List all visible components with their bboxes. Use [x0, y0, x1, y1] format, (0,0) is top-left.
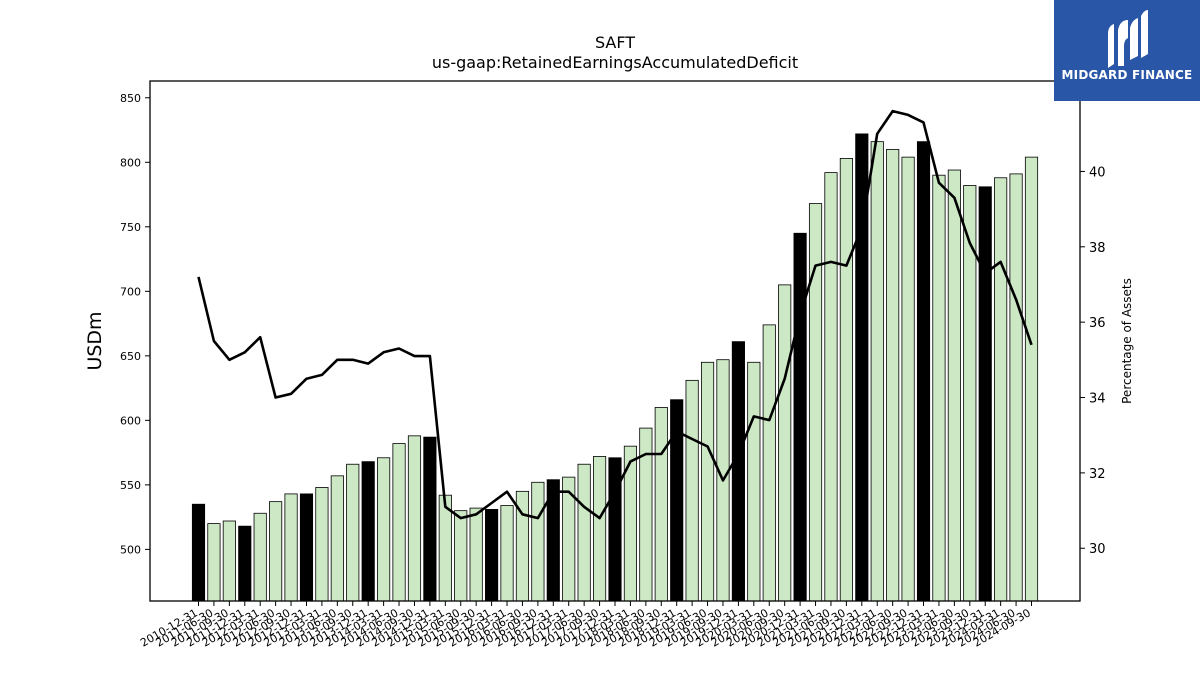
bar-2017-12-31	[608, 457, 622, 602]
bar-2023-03-31	[932, 174, 946, 602]
y-tick-label-800: 800	[120, 156, 141, 169]
bar-2019-12-31	[731, 341, 745, 602]
bar-2024-03-31	[994, 177, 1008, 602]
y2-tick-label-32: 32	[1089, 467, 1106, 482]
bar-2012-06-30	[269, 501, 283, 602]
y-tick-label-850: 850	[120, 92, 141, 105]
bar-2017-06-30	[577, 463, 591, 602]
bar-2013-12-31	[361, 461, 375, 602]
bar-2020-12-31	[793, 232, 807, 602]
bar-2012-09-30	[284, 493, 298, 602]
y-tick-label-550: 550	[120, 479, 141, 492]
y-tick-label-750: 750	[120, 221, 141, 234]
left-axis: 500 550 600 650 700 750 800 850	[120, 92, 150, 556]
y-tick-label-600: 600	[120, 414, 141, 427]
bar-2010-12-31	[191, 503, 206, 602]
bar-2023-06-30	[947, 169, 961, 602]
bar-2011-09-30	[222, 520, 236, 602]
bar-2019-06-30	[700, 361, 715, 602]
bar-2015-12-31	[485, 508, 499, 602]
percentage-line	[197, 109, 1033, 520]
right-axis: 30 32 34 36 38 40	[1080, 165, 1106, 557]
x-axis: 2010-12-312011-06-302011-09-302011-12-31…	[138, 601, 1033, 650]
bar-2021-06-30	[824, 172, 838, 602]
bar-2016-03-31	[500, 505, 514, 602]
bar-2011-06-30	[207, 523, 221, 602]
bar-2024-09-30	[1024, 156, 1039, 602]
bar-2024-06-30	[1009, 173, 1023, 602]
y-tick-label-500: 500	[120, 543, 141, 556]
chart-title: SAFT	[594, 33, 636, 52]
midgard-logo-icon	[1108, 10, 1148, 68]
bars-layer	[191, 133, 1039, 602]
bar-2022-12-31	[916, 141, 931, 602]
bar-2013-09-30	[346, 463, 360, 602]
y2-tick-label-38: 38	[1089, 241, 1106, 256]
bar-2011-12-31	[238, 525, 252, 602]
bar-2014-09-30	[407, 435, 422, 602]
bar-2018-09-30	[654, 407, 668, 602]
bar-2018-12-31	[670, 399, 684, 602]
bar-2017-09-30	[593, 456, 607, 602]
bar-2013-06-30	[330, 475, 344, 602]
brand-logo: MIDGARD FINANCE	[1054, 0, 1200, 101]
bar-2012-12-31	[299, 493, 314, 602]
bar-2019-03-31	[685, 379, 699, 602]
bar-2016-09-30	[531, 481, 545, 602]
chart-subtitle: us-gaap:RetainedEarningsAccumulatedDefic…	[431, 53, 799, 72]
bar-2021-09-30	[839, 158, 853, 602]
bar-2014-06-30	[392, 443, 406, 602]
y-tick-label-700: 700	[120, 285, 141, 298]
bar-2014-12-31	[423, 436, 437, 602]
bar-2021-03-31	[808, 203, 823, 602]
brand-name: MIDGARD FINANCE	[1061, 68, 1193, 82]
y-axis-label: USDm	[84, 311, 106, 370]
line-layer	[197, 109, 1033, 520]
bar-2014-03-31	[377, 457, 391, 602]
bar-2012-03-31	[253, 512, 267, 602]
bar-2022-03-31	[870, 141, 884, 602]
bar-2020-09-30	[778, 284, 792, 602]
bar-2020-03-31	[747, 361, 761, 602]
bar-2022-06-30	[886, 148, 900, 602]
bar-2015-09-30	[469, 507, 483, 602]
bar-2022-09-30	[901, 156, 915, 602]
y2-tick-label-34: 34	[1089, 392, 1106, 407]
y2-tick-label-36: 36	[1089, 316, 1106, 331]
bar-2020-06-30	[762, 324, 776, 602]
bar-2023-09-30	[963, 185, 977, 602]
bar-2015-06-30	[454, 510, 468, 602]
y-tick-label-650: 650	[120, 350, 141, 363]
y2-tick-label-40: 40	[1089, 165, 1106, 180]
y2-axis-label: Percentage of Assets	[1120, 278, 1134, 404]
bar-2013-03-31	[315, 487, 329, 602]
y2-tick-label-30: 30	[1089, 542, 1106, 557]
bar-2023-12-31	[978, 186, 992, 602]
